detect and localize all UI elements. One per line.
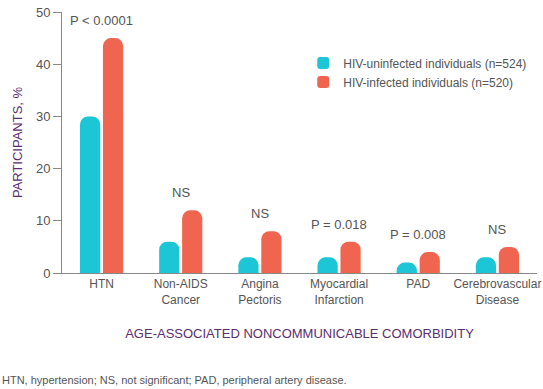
svg-text:CerebrovascularDisease: CerebrovascularDisease [453, 277, 541, 307]
svg-text:AnginaPectoris: AnginaPectoris [238, 277, 281, 307]
svg-text:0: 0 [43, 266, 50, 281]
svg-text:NS: NS [172, 185, 190, 200]
svg-text:NS: NS [251, 206, 269, 221]
svg-text:Non-AIDSCancer: Non-AIDSCancer [154, 277, 208, 307]
svg-text:P = 0.008: P = 0.008 [390, 227, 446, 242]
svg-text:40: 40 [36, 57, 50, 72]
svg-text:HTN, hypertension; NS, not sig: HTN, hypertension; NS, not significant; … [2, 374, 347, 386]
svg-text:HIV-infected individuals (n=52: HIV-infected individuals (n=520) [343, 76, 513, 90]
svg-text:P < 0.0001: P < 0.0001 [70, 13, 133, 28]
svg-text:NS: NS [488, 222, 506, 237]
svg-text:PAD: PAD [406, 277, 430, 291]
svg-text:P = 0.018: P = 0.018 [311, 217, 367, 232]
svg-text:20: 20 [36, 161, 50, 176]
svg-text:AGE-ASSOCIATED NONCOMMUNICABLE: AGE-ASSOCIATED NONCOMMUNICABLE COMORBIDI… [125, 326, 474, 341]
svg-text:50: 50 [36, 5, 50, 20]
svg-text:HIV-uninfected individuals (n=: HIV-uninfected individuals (n=524) [343, 57, 526, 71]
svg-text:10: 10 [36, 213, 50, 228]
svg-text:PARTICIPANTS, %: PARTICIPANTS, % [10, 86, 25, 198]
svg-text:HTN: HTN [89, 277, 114, 291]
svg-text:30: 30 [36, 109, 50, 124]
svg-text:MyocardialInfarction: MyocardialInfarction [310, 277, 368, 307]
